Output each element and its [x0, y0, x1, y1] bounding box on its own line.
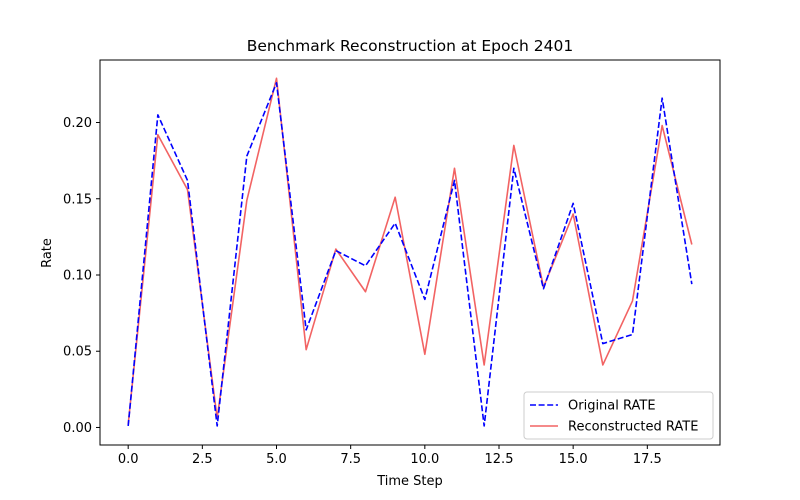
- y-tick-label: 0.00: [63, 421, 92, 436]
- x-axis-label: Time Step: [376, 474, 443, 489]
- y-axis-label: Rate: [40, 238, 55, 268]
- x-tick-label: 7.5: [340, 452, 361, 467]
- x-tick-label: 0.0: [118, 452, 139, 467]
- y-tick-label: 0.10: [63, 268, 92, 283]
- plot-frame: [99, 59, 721, 446]
- original-rate-line: [127, 82, 693, 427]
- legend: Original RATE Reconstructed RATE: [523, 391, 714, 440]
- legend-label: Reconstructed RATE: [568, 420, 698, 435]
- plot-lines: [127, 77, 693, 427]
- x-axis-ticks: 0.0 2.5 5.0 7.5 10.0 12.5 15.0 17.5: [118, 445, 662, 467]
- x-tick-label: 15.0: [559, 452, 588, 467]
- x-tick-label: 12.5: [485, 452, 514, 467]
- x-tick-label: 10.0: [410, 452, 439, 467]
- legend-box: [523, 391, 714, 440]
- plot-area: [100, 60, 720, 445]
- legend-label: Original RATE: [568, 399, 656, 414]
- chart-title: Benchmark Reconstruction at Epoch 2401: [247, 37, 573, 55]
- x-tick-label: 2.5: [192, 452, 213, 467]
- y-tick-label: 0.20: [63, 116, 92, 131]
- y-tick-label: 0.05: [63, 345, 92, 360]
- x-tick-label: 5.0: [266, 452, 287, 467]
- x-tick-label: 17.5: [633, 452, 662, 467]
- y-tick-label: 0.15: [63, 192, 92, 207]
- y-axis-ticks: 0.00 0.05 0.10 0.15 0.20: [63, 116, 100, 436]
